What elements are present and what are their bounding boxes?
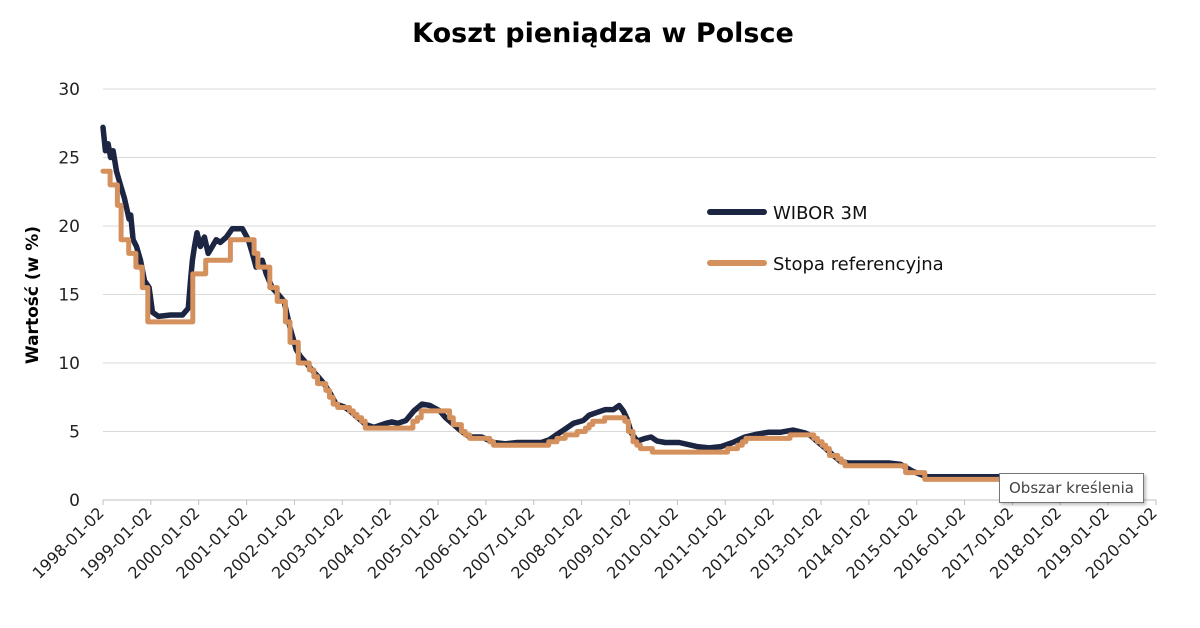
y-tick-label: 10 bbox=[58, 354, 80, 374]
gridlines bbox=[103, 88, 1156, 501]
y-tick-label: 30 bbox=[58, 80, 80, 100]
y-axis: 0 5 10 15 20 25 30 bbox=[58, 80, 80, 511]
plot-area-tooltip: Obszar kreślenia bbox=[999, 473, 1144, 503]
plot-area[interactable] bbox=[100, 124, 1035, 482]
y-tick-label: 0 bbox=[69, 491, 80, 511]
legend-label-wibor-3m: WIBOR 3M bbox=[773, 203, 868, 224]
x-axis: 1998-01-021999-01-022000-01-022001-01-02… bbox=[29, 500, 1161, 583]
y-tick-label: 20 bbox=[58, 217, 80, 237]
chart-title: Koszt pieniądza w Polsce bbox=[412, 18, 794, 49]
legend: WIBOR 3M Stopa referencyjna bbox=[707, 203, 944, 275]
series-line-wibor-3m bbox=[100, 124, 1035, 480]
y-tick-label: 25 bbox=[58, 149, 80, 169]
series-line-stopa-referencyjna bbox=[100, 168, 1035, 482]
y-tick-label: 15 bbox=[58, 286, 80, 306]
y-tick-label: 5 bbox=[69, 423, 80, 443]
y-axis-label: Wartość (w %) bbox=[23, 226, 43, 364]
legend-label-stopa-referencyjna: Stopa referencyjna bbox=[773, 254, 944, 275]
